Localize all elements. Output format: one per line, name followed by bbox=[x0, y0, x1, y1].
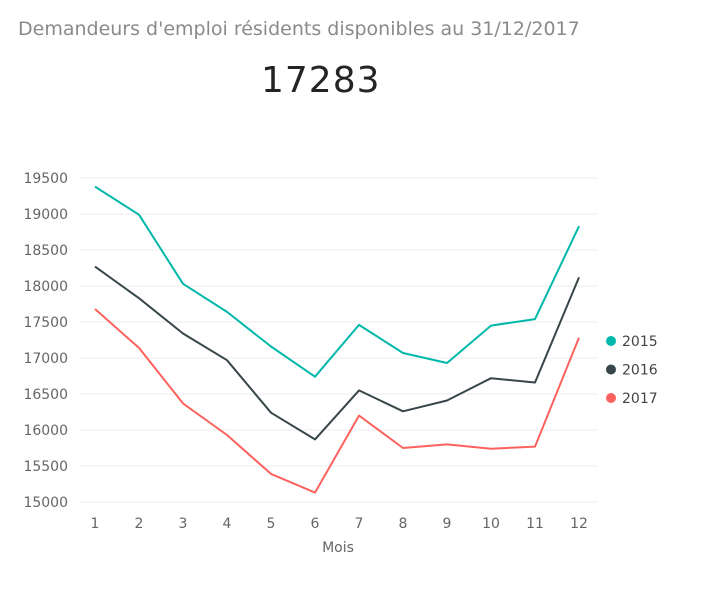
gridlines bbox=[80, 177, 598, 503]
x-tick-label: 6 bbox=[311, 516, 320, 532]
y-tick-label: 15000 bbox=[23, 495, 68, 511]
x-tick-label: 2 bbox=[135, 516, 144, 532]
x-axis-ticks: 1 2 3 4 5 6 7 8 9 10 11 12 bbox=[91, 516, 588, 532]
series-line-2016 bbox=[94, 265, 580, 441]
x-tick-label: 1 bbox=[91, 516, 100, 532]
y-tick-label: 17500 bbox=[23, 315, 68, 331]
chart-title: Demandeurs d'emploi résidents disponible… bbox=[18, 18, 580, 40]
x-tick-label: 9 bbox=[443, 516, 452, 532]
y-axis-ticks: 15000 15500 16000 16500 17000 17500 18000 18500… bbox=[23, 171, 68, 511]
x-tick-label: 10 bbox=[482, 516, 500, 532]
series-lines bbox=[94, 185, 580, 494]
y-tick-label: 17000 bbox=[23, 351, 68, 367]
x-tick-label: 7 bbox=[355, 516, 364, 532]
y-tick-label: 19500 bbox=[23, 171, 68, 187]
y-tick-label: 18000 bbox=[23, 279, 68, 295]
y-tick-label: 19000 bbox=[23, 207, 68, 223]
x-tick-label: 11 bbox=[526, 516, 544, 532]
y-tick-label: 18500 bbox=[23, 243, 68, 259]
x-tick-label: 5 bbox=[267, 516, 276, 532]
legend-label-2016: 2016 bbox=[622, 363, 658, 379]
legend-label-2017: 2017 bbox=[622, 391, 658, 407]
legend-marker-2017 bbox=[606, 393, 616, 403]
y-tick-label: 15500 bbox=[23, 459, 68, 475]
series-line-2017 bbox=[94, 308, 580, 494]
x-tick-label: 4 bbox=[223, 516, 232, 532]
legend-marker-2015 bbox=[606, 336, 616, 346]
x-axis-title: Mois bbox=[322, 540, 354, 556]
y-tick-label: 16500 bbox=[23, 387, 68, 403]
legend-marker-2016 bbox=[606, 364, 616, 375]
legend: 2015 2016 2017 bbox=[606, 334, 658, 407]
kpi-value: 17283 bbox=[261, 60, 381, 101]
x-tick-label: 8 bbox=[399, 516, 408, 532]
y-tick-label: 16000 bbox=[23, 423, 68, 439]
x-tick-label: 12 bbox=[570, 516, 588, 532]
legend-label-2015: 2015 bbox=[622, 334, 658, 350]
series-line-2015 bbox=[94, 185, 580, 378]
x-tick-label: 3 bbox=[179, 516, 188, 532]
